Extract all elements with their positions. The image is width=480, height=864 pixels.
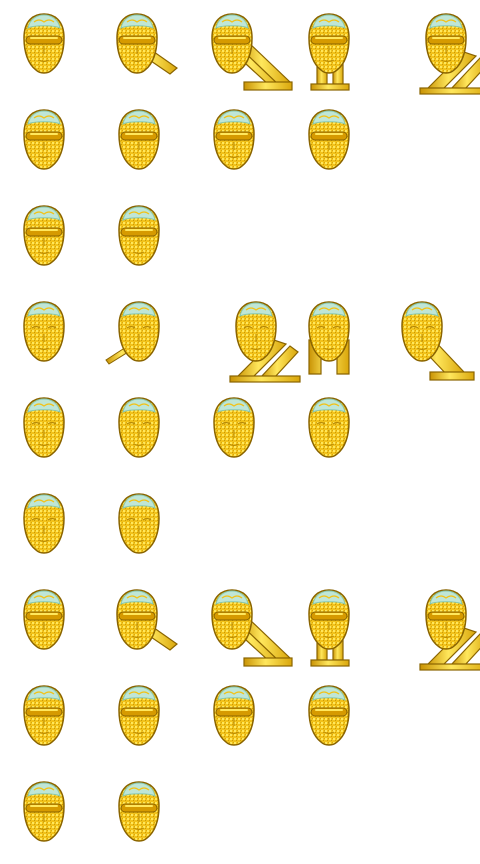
golden-mesh-head-visor-r7-c5-head [425, 589, 467, 650]
golden-mesh-head-plain-r5-c3 [213, 397, 255, 458]
golden-mesh-head-plain-r6-c2-head [118, 493, 160, 554]
golden-mesh-head-visor-r8-c1 [23, 685, 65, 746]
golden-mesh-head-visor-r7-c3 [211, 589, 293, 667]
golden-mesh-head-plain-r4-c1 [23, 301, 65, 362]
golden-mesh-head-plain-r6-c1 [23, 493, 65, 554]
golden-mesh-head-plain-r4-c5 [401, 301, 475, 381]
golden-mesh-head-visor-r7-c4 [308, 589, 350, 667]
golden-mesh-head-visor-r2-c4-head [308, 109, 350, 170]
golden-mesh-head-visor-r8-c2 [118, 685, 160, 746]
golden-mesh-head-plain-r5-c2-head [118, 397, 160, 458]
golden-mesh-head-visor-r1-c3-head [211, 13, 253, 74]
golden-mesh-head-plain-r5-c4 [308, 397, 350, 458]
golden-mesh-head-visor-r3-c1-head [23, 205, 65, 266]
golden-mesh-head-visor-r1-c5-head [425, 13, 467, 74]
golden-mesh-head-visor-r2-c2-head [118, 109, 160, 170]
golden-mesh-head-visor-r7-c3-head [211, 589, 253, 650]
golden-mesh-head-plain-r4-c4-head [308, 301, 350, 362]
golden-mesh-head-plain-r5-c1-head [23, 397, 65, 458]
golden-mesh-head-plain-r4-c3 [229, 301, 301, 383]
golden-mesh-head-visor-r7-c1 [23, 589, 65, 650]
golden-mesh-head-visor-r8-c4-head [308, 685, 350, 746]
golden-mesh-head-plain-r5-c4-head [308, 397, 350, 458]
golden-mesh-head-visor-r9-c2 [118, 781, 160, 842]
golden-mesh-head-plain-r4-c3-head [235, 301, 277, 362]
golden-mesh-head-visor-r7-c5 [419, 589, 480, 671]
golden-mesh-head-visor-r8-c1-head [23, 685, 65, 746]
golden-mesh-head-visor-r1-c4-head [308, 13, 350, 74]
golden-mesh-head-visor-r2-c3-head [213, 109, 255, 170]
golden-mesh-head-visor-r2-c1-head [23, 109, 65, 170]
golden-mesh-head-plain-r4-c1-head [23, 301, 65, 362]
golden-mesh-head-visor-r9-c2-head [118, 781, 160, 842]
golden-mesh-head-plain-r5-c2 [118, 397, 160, 458]
golden-mesh-head-plain-r4-c2 [105, 301, 160, 365]
golden-mesh-head-visor-r7-c2-head [116, 589, 158, 650]
golden-mesh-head-visor-r1-c2 [116, 13, 178, 75]
golden-mesh-head-visor-r7-c4-head [308, 589, 350, 650]
golden-mesh-head-visor-r2-c1 [23, 109, 65, 170]
golden-mesh-head-visor-r1-c1-head [23, 13, 65, 74]
golden-mesh-head-plain-r5-c3-head [213, 397, 255, 458]
golden-mesh-head-plain-r4-c2-head [118, 301, 160, 362]
golden-mesh-head-visor-r9-c1-head [23, 781, 65, 842]
golden-mesh-head-visor-r8-c4 [308, 685, 350, 746]
golden-mesh-head-plain-r6-c1-head [23, 493, 65, 554]
golden-mesh-head-visor-r1-c5 [419, 13, 480, 95]
golden-mesh-head-visor-r3-c1 [23, 205, 65, 266]
golden-mesh-head-visor-r8-c3-head [213, 685, 255, 746]
golden-mesh-head-visor-r2-c4 [308, 109, 350, 170]
golden-mesh-head-visor-r9-c1 [23, 781, 65, 842]
golden-mesh-head-visor-r8-c3 [213, 685, 255, 746]
golden-mesh-head-plain-r5-c1 [23, 397, 65, 458]
golden-mesh-head-visor-r2-c3 [213, 109, 255, 170]
golden-mesh-head-visor-r1-c1 [23, 13, 65, 74]
golden-mesh-head-visor-r8-c2-head [118, 685, 160, 746]
golden-mesh-head-visor-r3-c2-head [118, 205, 160, 266]
golden-mesh-head-visor-r3-c2 [118, 205, 160, 266]
golden-mesh-head-visor-r2-c2 [118, 109, 160, 170]
golden-mesh-head-visor-r1-c4 [308, 13, 350, 91]
golden-mesh-head-visor-r7-c2 [116, 589, 178, 651]
golden-mesh-head-visor-r1-c2-head [116, 13, 158, 74]
golden-mesh-head-plain-r4-c5-head [401, 301, 443, 362]
golden-mesh-head-visor-r1-c3 [211, 13, 293, 91]
golden-mesh-head-plain-r4-c4 [308, 301, 350, 375]
golden-mesh-head-plain-r6-c2 [118, 493, 160, 554]
golden-mesh-head-visor-r7-c1-head [23, 589, 65, 650]
